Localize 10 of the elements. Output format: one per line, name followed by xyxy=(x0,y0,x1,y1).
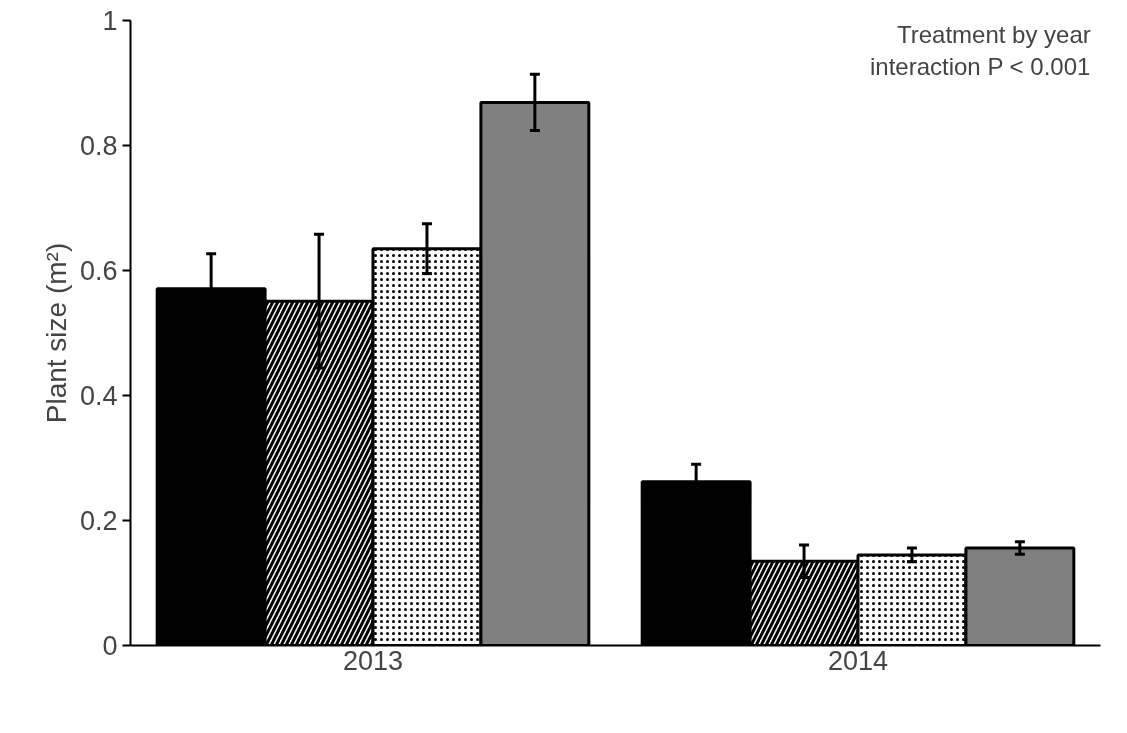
y-tick-label: 0.6 xyxy=(79,256,118,286)
y-tick-label: 0.8 xyxy=(79,131,118,161)
annotation: Treatment by year interaction P < 0.001 xyxy=(869,20,1091,80)
y-tick-label: 0 xyxy=(102,631,118,661)
y-tick-label: 0.2 xyxy=(79,506,118,536)
y-tick-label: 0.4 xyxy=(79,381,118,411)
y-axis-title: Plant size (m²) xyxy=(40,242,72,424)
x-tick-label: 2013 xyxy=(342,645,404,676)
y-tick-label: 1 xyxy=(102,6,118,36)
x-tick-label: 2014 xyxy=(827,645,889,676)
